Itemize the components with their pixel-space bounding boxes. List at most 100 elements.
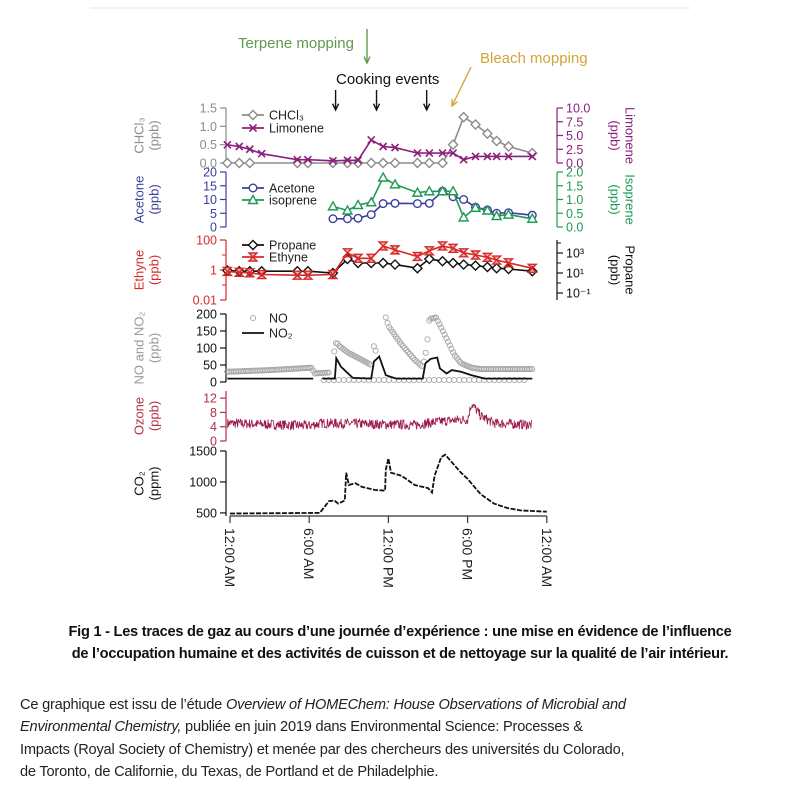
axis-label: (ppb) — [608, 184, 623, 214]
data-point — [469, 201, 482, 212]
data-point — [521, 376, 528, 384]
axis-label: CO₂ — [131, 471, 146, 496]
data-point — [328, 214, 338, 224]
data-point — [255, 269, 268, 280]
legend-label: isoprene — [269, 194, 317, 208]
data-point — [526, 263, 538, 273]
data-point — [423, 246, 436, 256]
tick-label: 10³ — [566, 247, 584, 261]
tick-label: 5 — [210, 207, 217, 221]
data-point — [389, 157, 401, 169]
data-point — [431, 376, 438, 384]
data-point — [379, 142, 388, 151]
tick-label: 0.5 — [566, 207, 583, 221]
data-point — [411, 262, 423, 274]
data-point — [380, 376, 387, 384]
arrowhead-icon — [451, 98, 458, 108]
data-point — [244, 157, 256, 169]
axis-label: Limonene — [623, 107, 638, 164]
legend-entry: Propane — [242, 239, 316, 253]
data-point — [471, 152, 480, 161]
data-point — [385, 376, 392, 384]
legend-label: Limonene — [269, 122, 324, 136]
data-point — [426, 376, 433, 384]
data-point — [325, 369, 332, 376]
study-title: Environmental Chemistry, — [20, 719, 182, 736]
data-point — [436, 185, 449, 196]
arrowhead-icon — [331, 103, 340, 112]
series-line — [227, 138, 533, 162]
data-point — [403, 347, 410, 354]
source-line: Ce graphique est issu de l’étude Overvie… — [20, 694, 626, 716]
data-point — [422, 349, 429, 356]
data-point — [390, 143, 400, 152]
data-point — [377, 157, 389, 169]
data-point — [470, 260, 482, 272]
data-point — [248, 123, 258, 133]
axis-label: CHCl₃ — [131, 117, 146, 153]
data-point — [481, 261, 493, 273]
data-point — [375, 376, 382, 384]
figure-source-note: Ce graphique est issu de l’étude Overvie… — [20, 694, 626, 783]
left-axis-panel-3: 0 50 100 150 200 — [196, 308, 227, 390]
axis-label: (ppb) — [608, 255, 623, 285]
tick-label: 100 — [196, 234, 217, 248]
axis-label: Ethyne — [131, 250, 146, 290]
tick-label: 8 — [210, 406, 217, 420]
terpene-mopping-label: Terpene mopping — [238, 35, 354, 52]
series-line — [227, 258, 533, 274]
data-point — [405, 349, 412, 356]
tick-label: 12 — [203, 392, 217, 406]
data-point — [447, 257, 459, 269]
tick-label: 0 — [210, 435, 217, 449]
tick-label: 1500 — [189, 445, 217, 459]
data-point — [377, 241, 389, 251]
left-axis-panel-0: 0.0 0.5 1.0 1.5 — [200, 102, 227, 171]
data-point — [528, 152, 537, 161]
data-point — [247, 239, 259, 251]
data-point — [529, 366, 536, 373]
data-point — [410, 355, 417, 362]
data-point — [425, 149, 434, 158]
data-point — [233, 267, 245, 278]
data-point — [456, 376, 463, 384]
data-point — [483, 152, 492, 161]
left-axis-panel-5: 500 1000 1500 — [189, 445, 227, 520]
tick-label: 150 — [196, 325, 217, 339]
tick-label: 10⁻¹ — [566, 287, 591, 301]
x-tick-label: 6:00 AM — [301, 528, 317, 579]
data-point — [411, 157, 423, 169]
data-point — [411, 251, 424, 262]
data-point — [457, 211, 470, 222]
data-point — [291, 270, 304, 280]
data-point — [458, 111, 470, 123]
data-point — [377, 171, 389, 182]
tick-label: 0.0 — [566, 157, 583, 171]
data-point — [481, 252, 494, 263]
source-line: de Toronto, de Californie, du Texas, de … — [20, 763, 439, 780]
data-point — [352, 253, 364, 264]
tick-label: 2.0 — [566, 166, 583, 180]
tick-label: 1 — [210, 264, 217, 278]
data-point — [291, 157, 303, 169]
series-line — [322, 354, 533, 380]
data-point — [436, 241, 449, 251]
arrowhead-icon — [363, 56, 371, 65]
data-point — [353, 213, 363, 223]
x-tick-label: 12:00 AM — [539, 528, 555, 587]
data-point — [341, 248, 354, 258]
data-point — [490, 255, 503, 265]
tick-label: 10 — [203, 193, 217, 207]
series-isoprene — [327, 171, 538, 223]
tick-label: 5.0 — [566, 129, 583, 143]
data-point — [437, 157, 449, 169]
data-point — [408, 353, 415, 360]
tick-label: 50 — [203, 359, 217, 373]
data-point — [331, 348, 338, 355]
data-point — [424, 336, 431, 343]
axis-label: (ppb) — [146, 184, 161, 214]
arrowhead-icon — [423, 103, 431, 112]
axis-label: NO and NO₂ — [131, 312, 146, 385]
data-point — [384, 319, 391, 326]
